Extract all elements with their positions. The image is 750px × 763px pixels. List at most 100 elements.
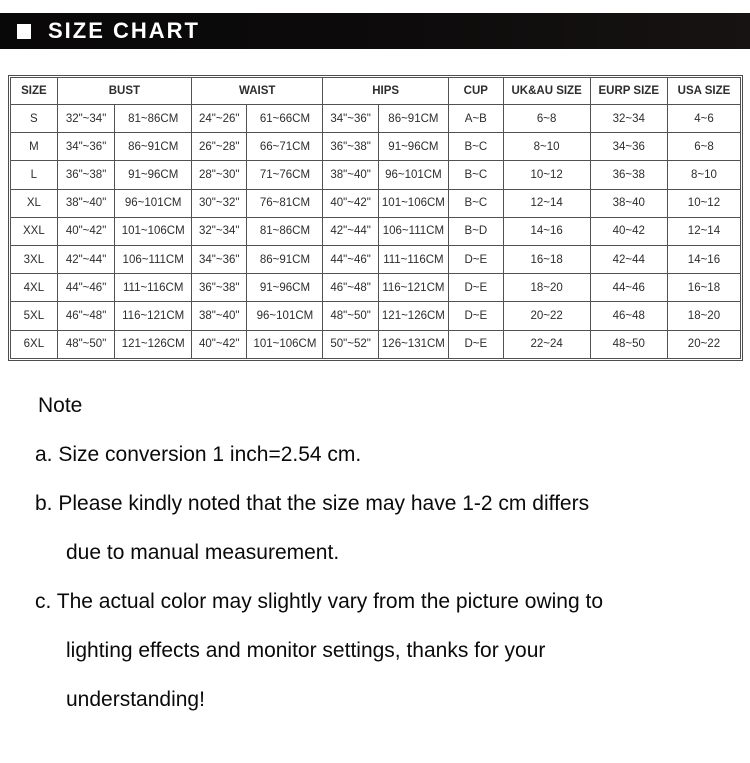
table-cell: 16~18 (666, 273, 742, 303)
table-cell: D~E (447, 301, 504, 331)
note-line-b: b. Please kindly noted that the size may… (35, 491, 590, 515)
table-cell: 38~40 (589, 188, 668, 218)
table-row: 4XL 44"~46" 111~116CM 36"~38" 91~96CM 46"~48"… (10, 273, 742, 303)
table-cell: 40~42 (589, 216, 668, 246)
page-title: SIZE CHART (48, 18, 200, 43)
table-cell: 81~86CM (246, 216, 324, 246)
table-cell: B~C (447, 160, 504, 190)
table-cell: 116~121CM (114, 301, 193, 331)
table-cell: 101~106CM (246, 329, 324, 359)
table-cell: 10~12 (666, 188, 742, 218)
note-line-c-continued: lighting effects and monitor settings, t… (66, 638, 546, 662)
table-cell: 44"~46" (56, 273, 116, 303)
table-cell: 91~96CM (114, 160, 193, 190)
table-cell: 116~121CM (377, 273, 449, 303)
square-bullet-icon (17, 23, 31, 39)
table-cell: 44~46 (589, 273, 668, 303)
table-row: XL 38"~40" 96~101CM 30"~32" 76~81CM 40"~42" 10… (10, 188, 742, 218)
table-cell: 4XL (10, 273, 58, 303)
table-cell: 40"~42" (322, 188, 379, 218)
table-cell: 4~6 (666, 103, 742, 134)
table-cell: B~C (447, 132, 504, 162)
table-cell: 86~91CM (377, 103, 449, 134)
table-cell: 91~96CM (377, 132, 449, 162)
table-cell: D~E (447, 273, 504, 303)
table-cell: B~C (447, 188, 504, 218)
table-row: L 36"~38" 91~96CM 28"~30" 71~76CM 38"~40" 96~1… (10, 160, 742, 190)
table-cell: 32~34 (589, 103, 668, 134)
column-header-hips: HIPS (322, 77, 449, 105)
table-cell: 30"~32" (191, 188, 248, 218)
table-cell: 40"~42" (191, 329, 248, 359)
table-cell: 46"~48" (56, 301, 116, 331)
table-cell: 61~66CM (246, 103, 324, 134)
table-cell: 101~106CM (114, 216, 193, 246)
table-cell: 111~116CM (114, 273, 193, 303)
table-cell: 8~10 (666, 160, 742, 190)
table-cell: 12~14 (666, 216, 742, 246)
table-cell: 71~76CM (246, 160, 324, 190)
table-cell: 48"~50" (322, 301, 379, 331)
table-cell: 8~10 (502, 132, 591, 162)
table-row: S 32"~34" 81~86CM 24"~26" 61~66CM 34"~36" 86~9… (10, 103, 742, 134)
column-header-usa-size: USA SIZE (666, 77, 742, 105)
size-chart-header: SIZE CHART (0, 13, 750, 49)
column-header-eurp-size: EURP SIZE (589, 77, 668, 105)
table-cell: 34"~36" (322, 103, 379, 134)
column-header-waist: WAIST (191, 77, 324, 105)
table-cell: 96~101CM (246, 301, 324, 331)
table-cell: 48"~50" (56, 329, 116, 359)
table-cell: 50"~52" (322, 329, 379, 359)
table-cell: 121~126CM (114, 329, 193, 359)
size-table-grid: SIZE BUST WAIST HIPS CUP UK&AU SIZE EURP… (10, 77, 742, 359)
table-cell: 111~116CM (377, 244, 449, 275)
table-cell: 42"~44" (56, 244, 116, 275)
table-row: XXL 40"~42" 101~106CM 32"~34" 81~86CM 42"~44"… (10, 216, 742, 246)
table-cell: 126~131CM (377, 329, 449, 359)
note-line-b-continued: due to manual measurement. (66, 540, 340, 564)
table-cell: 5XL (10, 301, 58, 331)
table-cell: 24"~26" (191, 103, 248, 134)
table-cell: XL (10, 188, 58, 218)
table-cell: S (10, 103, 58, 134)
table-cell: 36"~38" (322, 132, 379, 162)
column-header-bust: BUST (56, 77, 193, 105)
table-cell: 101~106CM (377, 188, 449, 218)
table-row: 6XL 48"~50" 121~126CM 40"~42" 101~106CM 50"~5… (10, 329, 742, 359)
table-row: 5XL 46"~48" 116~121CM 38"~40" 96~101CM 48"~50… (10, 301, 742, 331)
table-cell: 10~12 (502, 160, 591, 190)
table-cell: 32"~34" (56, 103, 116, 134)
table-cell: 42"~44" (322, 216, 379, 246)
table-row: M 34"~36" 86~91CM 26"~28" 66~71CM 36"~38" 91~9… (10, 132, 742, 162)
table-cell: 81~86CM (114, 103, 193, 134)
table-cell: M (10, 132, 58, 162)
note-line-c: c. The actual color may slightly vary fr… (35, 589, 604, 613)
table-cell: L (10, 160, 58, 190)
table-cell: D~E (447, 244, 504, 275)
table-cell: 38"~40" (322, 160, 379, 190)
size-table-body: S 32"~34" 81~86CM 24"~26" 61~66CM 34"~36" 86~9… (10, 103, 742, 359)
table-cell: 36"~38" (56, 160, 116, 190)
table-cell: 12~14 (502, 188, 591, 218)
table-cell: 46~48 (589, 301, 668, 331)
table-cell: 3XL (10, 244, 58, 275)
size-table: SIZE BUST WAIST HIPS CUP UK&AU SIZE EURP… (8, 75, 743, 361)
column-header-size: SIZE (10, 77, 58, 105)
table-cell: 40"~42" (56, 216, 116, 246)
table-cell: 18~20 (502, 273, 591, 303)
table-cell: 28"~30" (191, 160, 248, 190)
table-cell: 32"~34" (191, 216, 248, 246)
table-cell: 6XL (10, 329, 58, 359)
table-cell: 38"~40" (191, 301, 248, 331)
table-cell: 34~36 (589, 132, 668, 162)
table-cell: 76~81CM (246, 188, 324, 218)
table-cell: 48~50 (589, 329, 668, 359)
table-cell: 20~22 (666, 329, 742, 359)
table-cell: 36~38 (589, 160, 668, 190)
table-cell: 42~44 (589, 244, 668, 275)
table-cell: 6~8 (666, 132, 742, 162)
table-cell: 106~111CM (377, 216, 449, 246)
table-cell: 20~22 (502, 301, 591, 331)
table-cell: 6~8 (502, 103, 591, 134)
table-cell: 96~101CM (114, 188, 193, 218)
